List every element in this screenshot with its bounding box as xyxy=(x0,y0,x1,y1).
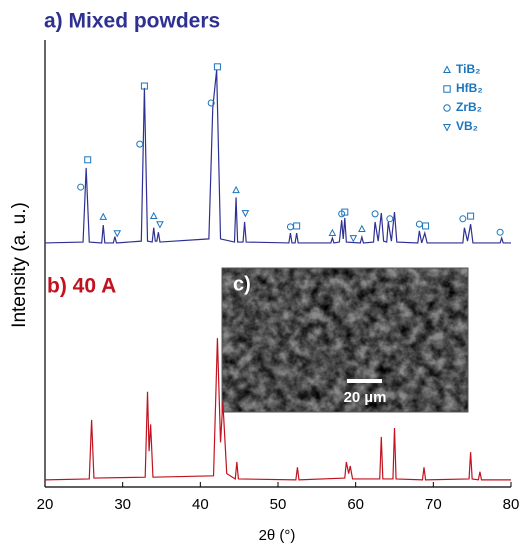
phase-marker xyxy=(232,185,240,194)
panel-label: a) Mixed powders xyxy=(44,10,220,33)
phase-marker xyxy=(349,235,358,243)
spectrum-line xyxy=(44,69,511,244)
legend-symbol xyxy=(442,65,452,74)
panel-label: b) 40 A xyxy=(47,275,116,298)
phase-marker xyxy=(84,156,92,164)
legend-symbol xyxy=(443,104,451,112)
inset-image: c) 20 µm xyxy=(221,267,469,413)
y-axis-label: Intensity (a. u.) xyxy=(9,202,30,328)
x-tick-label: 80 xyxy=(503,496,520,513)
phase-marker xyxy=(328,228,337,237)
x-tick-label: 50 xyxy=(270,496,287,513)
phase-marker xyxy=(213,63,221,71)
phase-marker xyxy=(241,210,250,218)
legend-label: TiB₂ xyxy=(456,62,480,76)
phase-marker xyxy=(207,99,215,107)
phase-marker xyxy=(496,228,504,236)
spectrum-line xyxy=(44,338,511,481)
x-tick-label: 30 xyxy=(114,496,131,513)
phase-marker xyxy=(338,210,346,218)
phase-marker xyxy=(136,140,144,148)
phase-marker xyxy=(358,224,366,232)
x-axis-label: 2θ (°) xyxy=(259,527,296,544)
scale-bar-label: 20 µm xyxy=(344,389,387,406)
phase-marker xyxy=(459,215,467,223)
phase-marker xyxy=(422,222,430,230)
phase-marker xyxy=(286,223,294,231)
legend-label: HfB₂ xyxy=(456,81,483,95)
legend-symbol xyxy=(442,123,452,132)
phase-marker xyxy=(113,230,122,238)
phase-marker xyxy=(386,215,394,223)
x-tick-label: 70 xyxy=(425,496,442,513)
x-tick-label: 60 xyxy=(347,496,364,513)
legend-label: VB₂ xyxy=(456,119,478,133)
x-tick-label: 40 xyxy=(192,496,209,513)
phase-marker xyxy=(149,211,158,220)
phase-marker xyxy=(371,210,379,218)
legend-symbol xyxy=(443,85,451,93)
phase-marker xyxy=(415,220,423,228)
phase-marker xyxy=(77,183,85,191)
legend-label: ZrB₂ xyxy=(456,100,482,114)
phase-marker xyxy=(140,82,148,90)
inset-label: c) xyxy=(233,273,251,295)
phase-marker xyxy=(467,212,475,220)
phase-marker xyxy=(293,222,301,230)
phase-marker xyxy=(156,221,164,229)
phase-marker xyxy=(99,212,108,220)
x-tick-label: 20 xyxy=(37,496,54,513)
